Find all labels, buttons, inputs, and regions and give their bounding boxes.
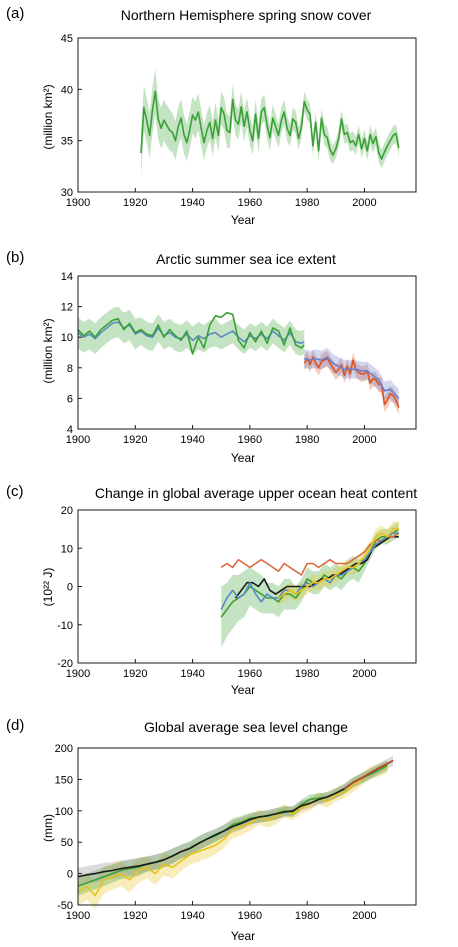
panel-d-letter: (d) (6, 717, 24, 734)
panel-a-ytick-label: 40 (61, 84, 73, 96)
panel-d-series-1-line (77, 766, 388, 897)
panel-c: (c) Change in global average upper ocean… (6, 483, 417, 697)
panel-c-xtick-label: 1960 (238, 668, 262, 680)
panel-a-series-1-band (141, 68, 399, 176)
panel-d-ytick-label: -50 (57, 900, 73, 912)
panel-a-frame (77, 37, 417, 193)
panel-a-series-1-line (140, 90, 400, 160)
panel-b-ytick-label: 12 (61, 302, 73, 314)
panel-b-ytick-label: 14 (61, 271, 73, 283)
panel-d: (d) Global average sea level change Year… (6, 717, 417, 943)
panel-d-xtick-label: 2000 (352, 910, 376, 922)
panel-b-ytick-label: 4 (67, 424, 73, 436)
panel-a-plot-area (140, 68, 400, 176)
panel-a-title: Northern Hemisphere spring snow cover (121, 7, 372, 23)
panel-d-xtick-label: 1900 (66, 910, 90, 922)
panel-c-plot-area (220, 521, 400, 648)
panel-b-ytick-label: 10 (61, 332, 73, 344)
panel-c-xlabel: Year (231, 683, 255, 697)
panel-c-letter: (c) (6, 483, 24, 500)
panel-a-ytick-label: 45 (61, 33, 73, 45)
panel-b-xtick-label: 1940 (180, 434, 204, 446)
panel-b-frame (77, 275, 417, 430)
panel-b-series-4-line (304, 356, 400, 399)
panel-d-series-1-band (78, 760, 388, 910)
panel-d-xtick-label: 1940 (180, 910, 204, 922)
panel-b-xtick-label: 1980 (295, 434, 319, 446)
panel-c-ylabel: (10²² J) (41, 568, 55, 607)
panel-b-ylabel: (million km²) (41, 318, 55, 383)
panel-a-xtick-label: 1980 (295, 197, 319, 209)
panel-c-ytick-label: -10 (57, 620, 73, 632)
panel-c-ytick-label: 20 (61, 505, 73, 517)
panel-a: (a) Northern Hemisphere spring snow cove… (6, 5, 417, 227)
panel-b-ytick-label: 8 (67, 363, 73, 375)
panel-a-xtick-label: 1900 (66, 197, 90, 209)
panel-c-xtick-label: 1900 (66, 668, 90, 680)
panel-d-series-3-band (78, 755, 394, 886)
panel-a-letter: (a) (6, 5, 24, 22)
panel-c-title: Change in global average upper ocean hea… (95, 485, 417, 501)
panel-a-xlabel: Year (231, 213, 255, 227)
panel-b-series-4-band (304, 347, 399, 408)
panel-a-ylabel: (million km²) (41, 84, 55, 149)
panel-b-ytick-label: 6 (67, 393, 73, 405)
panel-d-xtick-label: 1920 (123, 910, 147, 922)
panel-c-ytick-label: 0 (67, 582, 73, 594)
panel-d-plot-area (77, 755, 394, 910)
panel-b-xtick-label: 1960 (238, 434, 262, 446)
panel-b-series-1-band (78, 306, 305, 356)
panel-d-xlabel: Year (231, 929, 255, 943)
panel-c-series-5-line (278, 528, 399, 599)
panel-d-frame (77, 747, 417, 906)
panel-c-xtick-label: 1980 (295, 668, 319, 680)
panel-c-xtick-label: 1920 (123, 668, 147, 680)
panel-d-xtick-label: 1980 (295, 910, 319, 922)
panel-c-xtick-label: 2000 (352, 668, 376, 680)
panel-a-xtick-label: 1940 (180, 197, 204, 209)
panel-d-ytick-label: 100 (55, 806, 73, 818)
panel-b-letter: (b) (6, 249, 24, 266)
panel-d-title: Global average sea level change (144, 719, 348, 735)
panel-b-xtick-label: 1900 (66, 434, 90, 446)
panel-d-ylabel: (mm) (41, 814, 55, 842)
panel-b-series-2-line (77, 311, 305, 355)
panel-a-ytick-label: 35 (61, 136, 73, 148)
panel-b-series-3-line (303, 356, 400, 408)
panel-b-series-3-band (304, 349, 399, 416)
panel-d-ytick-label: 150 (55, 774, 73, 786)
panel-a-xtick-label: 2000 (352, 197, 376, 209)
panel-a-xtick-label: 1920 (123, 197, 147, 209)
panel-b-plot-area (77, 306, 400, 416)
panel-d-series-4-line (343, 759, 394, 790)
panel-b-xtick-label: 1920 (123, 434, 147, 446)
panel-b: (b) Arctic summer sea ice extent Year (m… (6, 249, 417, 465)
panel-c-series-3-line (220, 532, 400, 576)
panel-d-ytick-label: 200 (55, 743, 73, 755)
panel-b-title: Arctic summer sea ice extent (156, 251, 336, 267)
panel-d-xtick-label: 1960 (238, 910, 262, 922)
panel-c-ytick-label: -20 (57, 658, 73, 670)
panel-b-xlabel: Year (231, 451, 255, 465)
panel-c-xtick-label: 1940 (180, 668, 204, 680)
panel-a-ytick-label: 30 (61, 187, 73, 199)
panel-b-xtick-label: 2000 (352, 434, 376, 446)
panel-d-ytick-label: 50 (61, 837, 73, 849)
panel-c-ytick-label: 10 (61, 543, 73, 555)
panel-d-series-3-line (77, 759, 394, 878)
panel-d-ytick-label: 0 (67, 869, 73, 881)
panel-a-xtick-label: 1960 (238, 197, 262, 209)
